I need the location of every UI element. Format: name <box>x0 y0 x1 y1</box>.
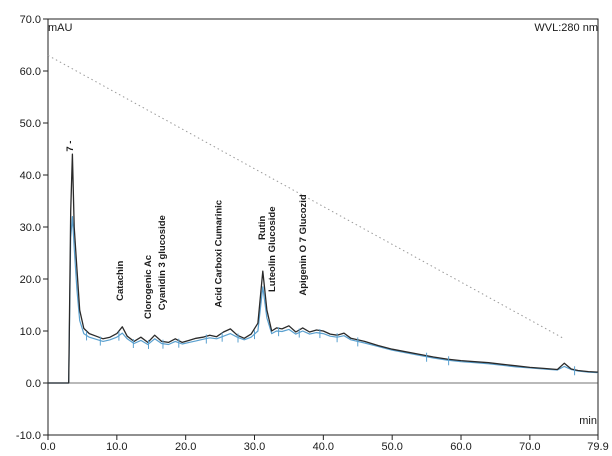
y-tick-label: -10.0 <box>16 430 41 442</box>
peak-label: Apigenin O 7 Glucozid <box>298 194 309 296</box>
series-group <box>48 153 599 384</box>
y-tick-label: 70.0 <box>20 14 41 26</box>
plot-frame <box>47 18 599 436</box>
chromatogram-trace-1 <box>48 153 599 384</box>
x-axis-unit-label: min <box>579 415 597 427</box>
chromatogram-trace-2 <box>48 216 599 384</box>
x-tick-label: 40.0 <box>313 441 334 453</box>
x-tick-label: 79.9 <box>587 441 608 453</box>
peak-label: Clorogenic Ac <box>143 255 154 319</box>
y-tick-label: 10.0 <box>20 326 41 338</box>
y-axis-unit-label: mAU <box>48 22 73 34</box>
peak-label: 7 - <box>65 141 76 152</box>
y-tick-label: 60.0 <box>20 66 41 78</box>
gradient-line-group <box>47 54 565 340</box>
axis-ticks-group: 0.0 10.0 20.0 30.0 40.0 50.0 60.0 70.0 79.9 -10.0… <box>16 14 609 453</box>
x-tick-label: 70.0 <box>519 441 540 453</box>
x-tick-label: 20.0 <box>175 441 196 453</box>
plot-area <box>47 18 599 436</box>
peak-label: Rutin <box>257 216 268 240</box>
y-tick-label: 20.0 <box>20 274 41 286</box>
x-tick-label: 60.0 <box>450 441 471 453</box>
x-tick-label: 0.0 <box>40 441 55 453</box>
gradient-line <box>47 54 565 340</box>
wavelength-label: WVL:280 nm <box>534 22 598 34</box>
peak-label: Acid Carboxi Cumarinic <box>213 200 224 308</box>
peak-label: Cyanidin 3 glucoside <box>157 215 168 310</box>
x-tick-label: 50.0 <box>381 441 402 453</box>
x-tick-label: 10.0 <box>106 441 127 453</box>
peak-label: Luteolin Glucoside <box>267 206 278 292</box>
y-tick-label: 0.0 <box>26 378 41 390</box>
y-tick-label: 40.0 <box>20 170 41 182</box>
y-tick-label: 50.0 <box>20 118 41 130</box>
peak-labels-group: 7 - Catachin Clorogenic Ac Cyanidin 3 gluco… <box>65 141 309 320</box>
x-tick-label: 30.0 <box>244 441 265 453</box>
y-tick-label: 30.0 <box>20 222 41 234</box>
peak-label: Catachin <box>115 261 126 301</box>
